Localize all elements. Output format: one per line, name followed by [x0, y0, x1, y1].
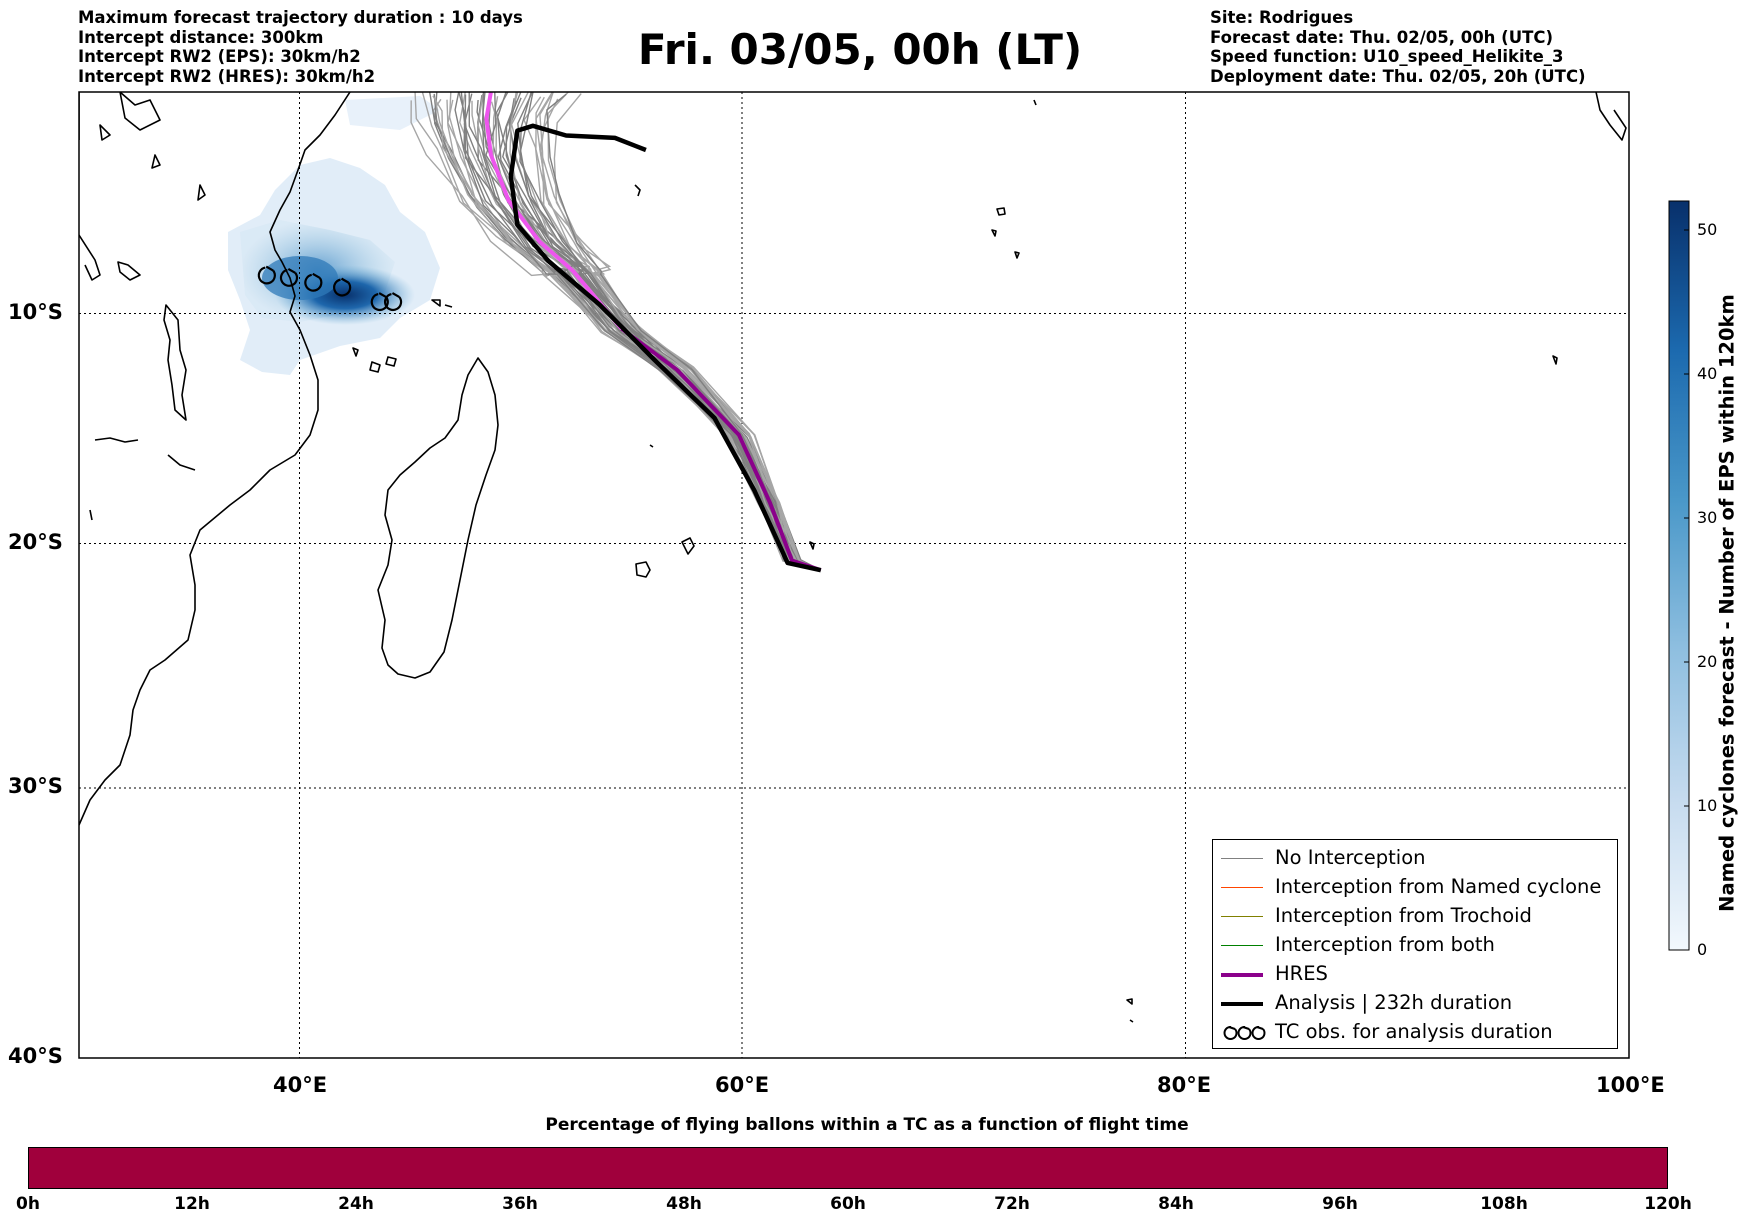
eps-member-track: [547, 92, 822, 571]
header-left-line: Intercept RW2 (EPS): 30km/h2: [78, 47, 361, 66]
tc-observation-symbol: [370, 292, 389, 312]
flight-time-percentage-bar: [28, 1147, 1668, 1189]
colorbar-tick-label: 20: [1697, 652, 1718, 671]
hres-track: [620, 327, 822, 573]
x-tick-label: 40°E: [273, 1073, 328, 1097]
colorbar-tick-label: 30: [1697, 508, 1718, 527]
legend-item: Analysis | 232h duration: [1213, 989, 1617, 1018]
legend-swatch: [1221, 1002, 1263, 1006]
x-tick-label: 80°E: [1157, 1073, 1212, 1097]
legend-item: Interception from Trochoid: [1213, 902, 1617, 931]
eps-member-track: [539, 92, 822, 571]
map-frame: [78, 91, 1630, 1059]
flight-time-tick-label: 12h: [174, 1194, 210, 1214]
colorbar-tick-label: 50: [1697, 220, 1718, 239]
legend-swatch: [1221, 945, 1263, 946]
header-right-info: Site: Rodrigues Forecast date: Thu. 02/0…: [1210, 8, 1586, 86]
tc-observation-symbol: [333, 277, 352, 297]
header-right-line: Deployment date: Thu. 02/05, 20h (UTC): [1210, 66, 1586, 86]
flight-time-tick-label: 84h: [1158, 1194, 1194, 1214]
legend-swatch: [1221, 858, 1263, 859]
header-right-line: Speed function: U10_speed_Helikite_3: [1210, 47, 1564, 66]
legend-item: HRES: [1213, 960, 1617, 989]
graticule: [79, 92, 1629, 1058]
eps-member-track: [553, 93, 822, 571]
legend-label: Interception from both: [1275, 933, 1495, 956]
tc-observation-symbol: [279, 267, 299, 287]
eps-member-track: [546, 93, 822, 571]
legend-label: HRES: [1275, 962, 1328, 985]
cyclone-density-field: [228, 96, 440, 375]
y-tick-label: 30°S: [8, 774, 63, 798]
legend-swatch: [1221, 916, 1263, 917]
legend-item: No Interception: [1213, 844, 1617, 873]
colorbar-label: Named cyclones forecast - Number of EPS …: [1715, 294, 1739, 912]
flight-time-tick-label: 120h: [1644, 1194, 1692, 1214]
header-left-info: Maximum forecast trajectory duration : 1…: [78, 8, 523, 86]
y-tick-label: 40°S: [8, 1044, 63, 1068]
map-title: Fri. 03/05, 00h (LT): [637, 25, 1083, 74]
legend-label: Interception from Trochoid: [1275, 904, 1532, 927]
tc-observation-symbol: [257, 265, 276, 285]
eps-member-track: [458, 92, 822, 571]
coastlines: [79, 92, 1627, 1023]
tc-observation-symbol: [304, 272, 323, 292]
legend-swatch: [1221, 887, 1263, 888]
tc-observation-symbols: [257, 265, 403, 312]
hres-track-early: [484, 92, 624, 330]
eps-member-track: [519, 92, 822, 571]
eps-member-track: [539, 94, 822, 571]
analysis-track: [508, 123, 822, 573]
legend-label: TC obs. for analysis duration: [1275, 1020, 1553, 1043]
tc-observation-symbol: [383, 292, 403, 312]
legend-item: TC obs. for analysis duration: [1213, 1018, 1617, 1047]
x-tick-label: 60°E: [715, 1073, 770, 1097]
header-left-line: Maximum forecast trajectory duration : 1…: [78, 8, 523, 27]
legend-item: Interception from Named cyclone: [1213, 873, 1617, 902]
flight-time-bar-title: Percentage of flying ballons within a TC…: [545, 1115, 1189, 1135]
header-right-line: Forecast date: Thu. 02/05, 00h (UTC): [1210, 27, 1554, 47]
tc-obs-legend-icon: [1223, 1026, 1266, 1040]
flight-time-tick-label: 0h: [16, 1194, 40, 1214]
eps-member-track: [535, 92, 822, 571]
legend-item: Interception from both: [1213, 931, 1617, 960]
flight-time-tick-label: 24h: [338, 1194, 374, 1214]
colorbar-label-wrap: Named cyclones forecast - Number of EPS …: [1707, 283, 1747, 923]
legend-label: Interception from Named cyclone: [1275, 875, 1602, 898]
legend-label: No Interception: [1275, 846, 1426, 869]
header-left-line: Intercept distance: 300km: [78, 27, 324, 47]
y-tick-label: 10°S: [8, 300, 63, 324]
flight-time-tick-label: 72h: [994, 1194, 1030, 1214]
y-tick-label: 20°S: [8, 530, 63, 554]
colorbar-tick-label: 0: [1697, 940, 1708, 959]
colorbar-tick-marks: [1684, 229, 1689, 951]
flight-time-tick-label: 108h: [1480, 1194, 1528, 1214]
map-legend: No Interception Interception from Named …: [1212, 839, 1618, 1049]
header-left-line: Intercept RW2 (HRES): 30km/h2: [78, 66, 376, 86]
colorbar-tick-label: 40: [1697, 364, 1718, 383]
legend-swatch: [1221, 973, 1263, 977]
eps-member-track: [496, 92, 822, 571]
eps-member-track: [505, 92, 822, 571]
x-tick-label: 100°E: [1596, 1073, 1665, 1097]
flight-time-tick-label: 48h: [666, 1194, 702, 1214]
flight-time-tick-label: 36h: [502, 1194, 538, 1214]
colorbar-tick-label: 10: [1697, 796, 1718, 815]
flight-time-tick-label: 96h: [1322, 1194, 1358, 1214]
density-colorbar: [1668, 200, 1690, 951]
flight-time-tick-label: 60h: [830, 1194, 866, 1214]
legend-label: Analysis | 232h duration: [1275, 991, 1513, 1014]
header-right-line: Site: Rodrigues: [1210, 8, 1354, 27]
eps-member-track: [519, 92, 822, 571]
